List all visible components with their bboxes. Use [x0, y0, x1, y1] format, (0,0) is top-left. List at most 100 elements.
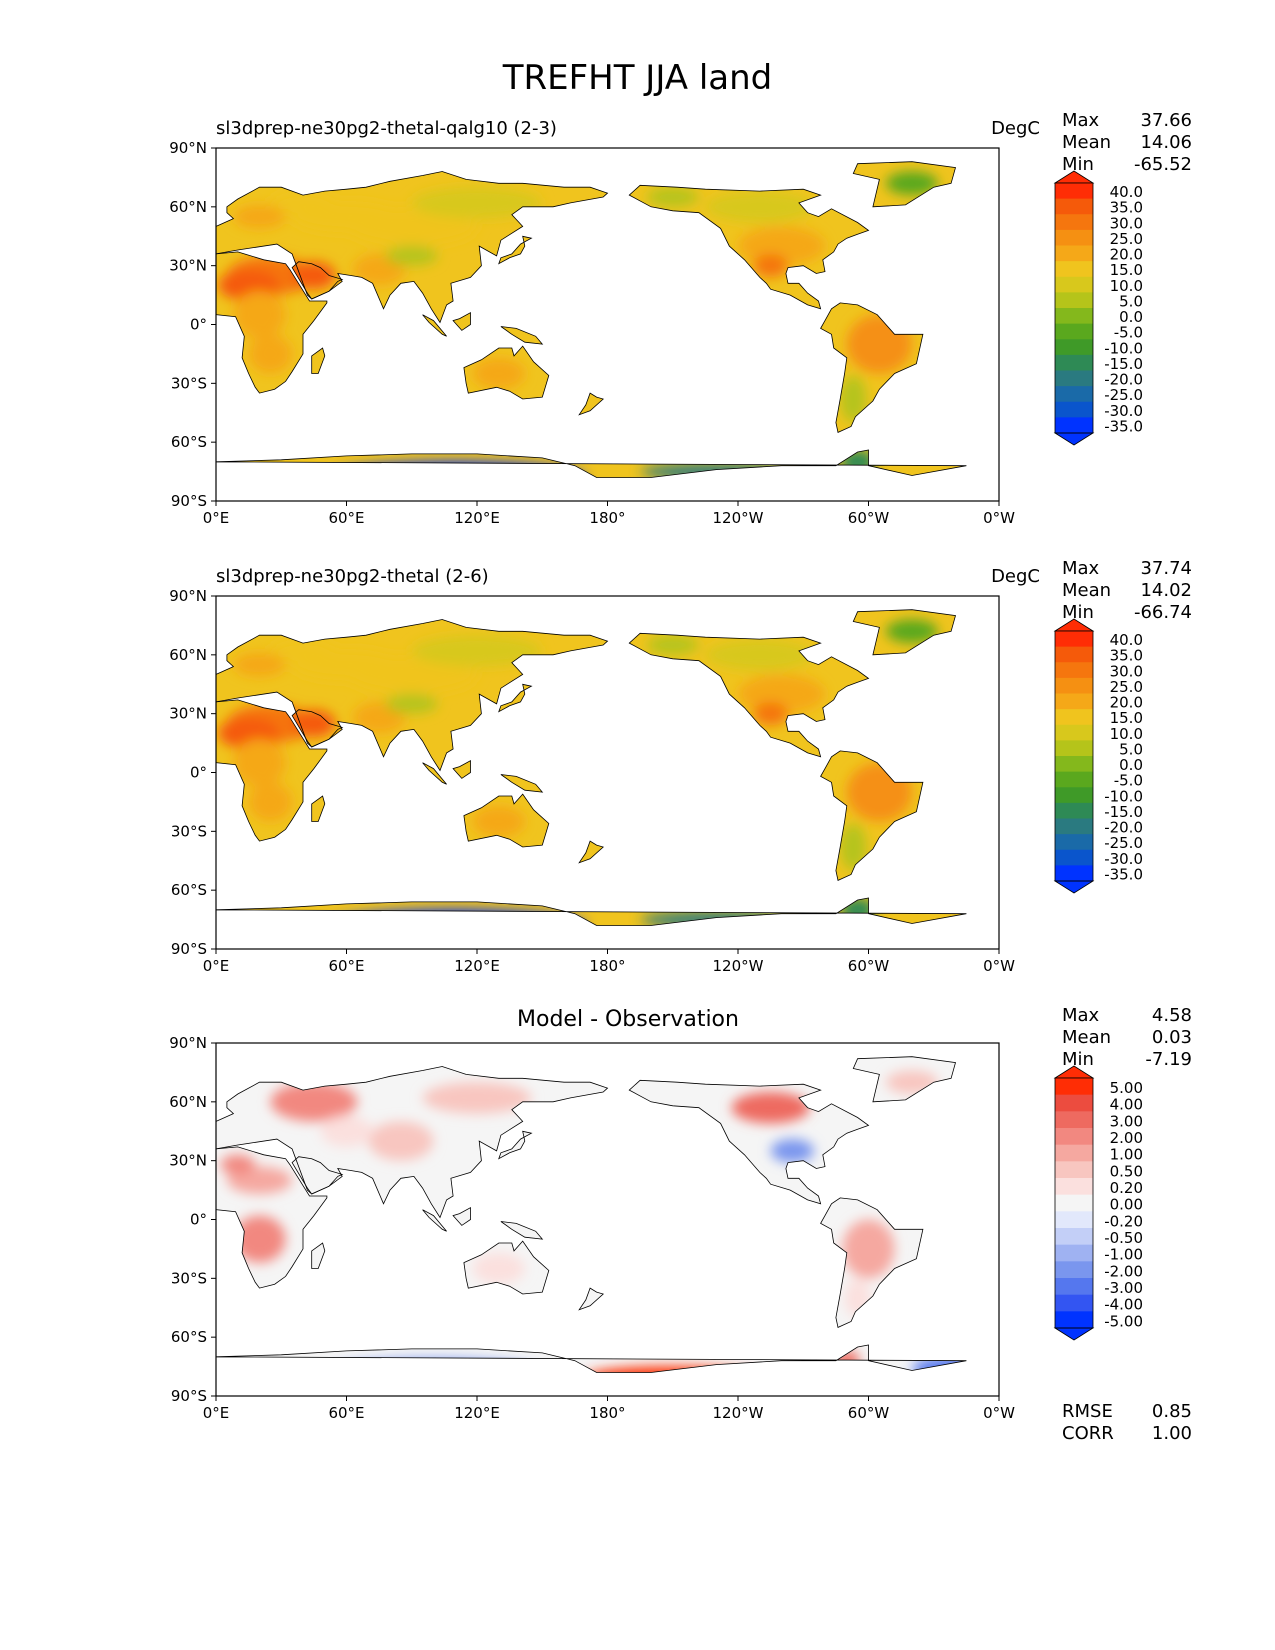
- field-patch: [840, 375, 867, 423]
- colorbar-swatch: [1055, 1078, 1093, 1096]
- coastline-namerica: [628, 184, 870, 310]
- colorbar-swatch: [1055, 1211, 1093, 1229]
- colorbar-swatch: [1055, 1261, 1093, 1279]
- coastline-newguinea: [500, 326, 544, 345]
- lon-tick-label: 60°E: [328, 957, 364, 975]
- colorbar-tick-label: -1.00: [1104, 1246, 1143, 1264]
- lat-tick-label: 30°N: [169, 1152, 207, 1170]
- coastline-australia: [463, 793, 550, 848]
- field-patch: [320, 1115, 373, 1147]
- colorbar-tick-label: -35.0: [1104, 417, 1143, 435]
- panel-3-skill-stats: RMSE 0.85 CORR 1.00: [1062, 1401, 1192, 1445]
- colorbar-swatch: [1055, 323, 1093, 340]
- field-patch: [411, 187, 543, 219]
- panel-1-units: DegC: [991, 118, 1040, 139]
- colorbar-swatch: [1055, 401, 1093, 418]
- colorbar-swatch: [1055, 756, 1093, 773]
- field-patch: [233, 1215, 286, 1263]
- coastline-indonesia1: [422, 762, 447, 785]
- lon-tick-label: 0°W: [983, 509, 1015, 527]
- stat-max-label: Max: [1062, 110, 1100, 131]
- colorbar-frame: [1054, 1077, 1094, 1329]
- lat-tick-label: 30°S: [171, 374, 207, 392]
- coastline-namerica: [628, 632, 870, 758]
- coastline-samerica: [820, 302, 924, 433]
- lon-tick-label: 60°W: [848, 1404, 890, 1422]
- colorbar-swatch: [1055, 1094, 1093, 1112]
- colorbar-tick-label: 15.0: [1110, 709, 1143, 727]
- colorbar-tick-label: 0.00: [1110, 1196, 1143, 1214]
- stat-mean-value: 0.03: [1151, 1027, 1192, 1048]
- lon-tick-label: 0°W: [983, 1404, 1015, 1422]
- colorbar-swatch: [1055, 1128, 1093, 1146]
- colorbar-extend-bottom: [1053, 432, 1095, 446]
- field-patch: [422, 1082, 532, 1114]
- colorbar-swatch: [1055, 370, 1093, 387]
- colorbar-tick-label: 30.0: [1110, 662, 1143, 680]
- colorbar-tick-label: -3.00: [1104, 1279, 1143, 1297]
- coastline-samerica: [820, 750, 924, 881]
- field-patch: [270, 639, 336, 663]
- coastline-arabia: [291, 709, 344, 748]
- lon-tick-label: 120°W: [713, 509, 764, 527]
- coastline-africa: [215, 1146, 328, 1289]
- colorbar-swatch: [1055, 183, 1093, 200]
- lat-tick-label: 60°S: [171, 881, 207, 899]
- field-patch: [270, 1082, 358, 1122]
- colorbar-tick-label: 30.0: [1110, 214, 1143, 232]
- stat-min-label: Min: [1062, 602, 1094, 623]
- field-patch: [731, 1092, 810, 1124]
- colorbar-swatch: [1055, 724, 1093, 741]
- coastline-antarctica: [215, 1344, 967, 1396]
- colorbar-swatch: [1055, 1228, 1093, 1246]
- colorbar-tick-label: 40.0: [1110, 631, 1143, 649]
- coastline-africa: [215, 251, 328, 394]
- colorbar-swatch: [1055, 631, 1093, 648]
- colorbar-tick-label: 1.00: [1110, 1146, 1143, 1164]
- field-patch: [840, 823, 867, 871]
- panel-2-units: DegC: [991, 566, 1040, 587]
- corr-value: 1.00: [1151, 1423, 1192, 1444]
- colorbar-swatch: [1055, 1111, 1093, 1129]
- stat-min-value: -7.19: [1145, 1049, 1192, 1070]
- colorbar-tick-label: 35.0: [1110, 199, 1143, 217]
- figure-title: TREFHT JJA land: [502, 58, 773, 98]
- stat-max-value: 4.58: [1151, 1005, 1192, 1026]
- colorbar-tick-label: -4.00: [1104, 1296, 1143, 1314]
- colorbar-tick-label: 10.0: [1110, 725, 1143, 743]
- colorbar-tick-label: -0.20: [1104, 1212, 1143, 1230]
- lon-tick-label: 0°W: [983, 957, 1015, 975]
- coastline-antarctica: [215, 897, 967, 949]
- panel-1-colorbar: 40.035.030.025.020.015.010.05.00.0-5.0-1…: [1053, 170, 1143, 446]
- coastline-africa: [215, 699, 328, 842]
- field-patch: [705, 639, 815, 671]
- stat-max-value: 37.74: [1140, 558, 1192, 579]
- coastline-borneo: [452, 312, 471, 331]
- lat-tick-label: 30°N: [169, 257, 207, 275]
- lat-tick-label: 60°N: [169, 646, 207, 664]
- field-patch: [233, 204, 286, 229]
- map-panel-3: Model - Observation Max 4.58 Mean 0.03 Min…: [0, 1005, 1275, 1483]
- coastline-arabia: [291, 261, 344, 300]
- stat-mean-value: 14.06: [1140, 132, 1192, 153]
- field-patch: [472, 1252, 525, 1285]
- stat-min-label: Min: [1062, 1049, 1094, 1070]
- colorbar-swatch: [1055, 1294, 1093, 1312]
- coastline-borneo: [452, 1207, 471, 1226]
- field-patch: [233, 739, 286, 787]
- stat-min-value: -65.52: [1133, 154, 1192, 175]
- lat-tick-label: 90°S: [171, 492, 207, 510]
- field-patch: [248, 334, 293, 374]
- colorbar-tick-label: -25.0: [1104, 386, 1143, 404]
- coastline-greenland: [852, 609, 957, 656]
- panel-2-title: sl3dprep-ne30pg2-thetal (2-6): [216, 566, 489, 587]
- colorbar-tick-label: 2.00: [1110, 1129, 1143, 1147]
- lon-tick-label: 120°W: [713, 1404, 764, 1422]
- lat-tick-label: 60°N: [169, 198, 207, 216]
- colorbar-swatch: [1055, 292, 1093, 309]
- colorbar-tick-label: -10.0: [1104, 787, 1143, 805]
- lon-tick-label: 0°E: [203, 957, 230, 975]
- colorbar-swatch: [1055, 308, 1093, 325]
- coastline-greenland: [852, 1056, 957, 1103]
- field-patch: [472, 357, 525, 390]
